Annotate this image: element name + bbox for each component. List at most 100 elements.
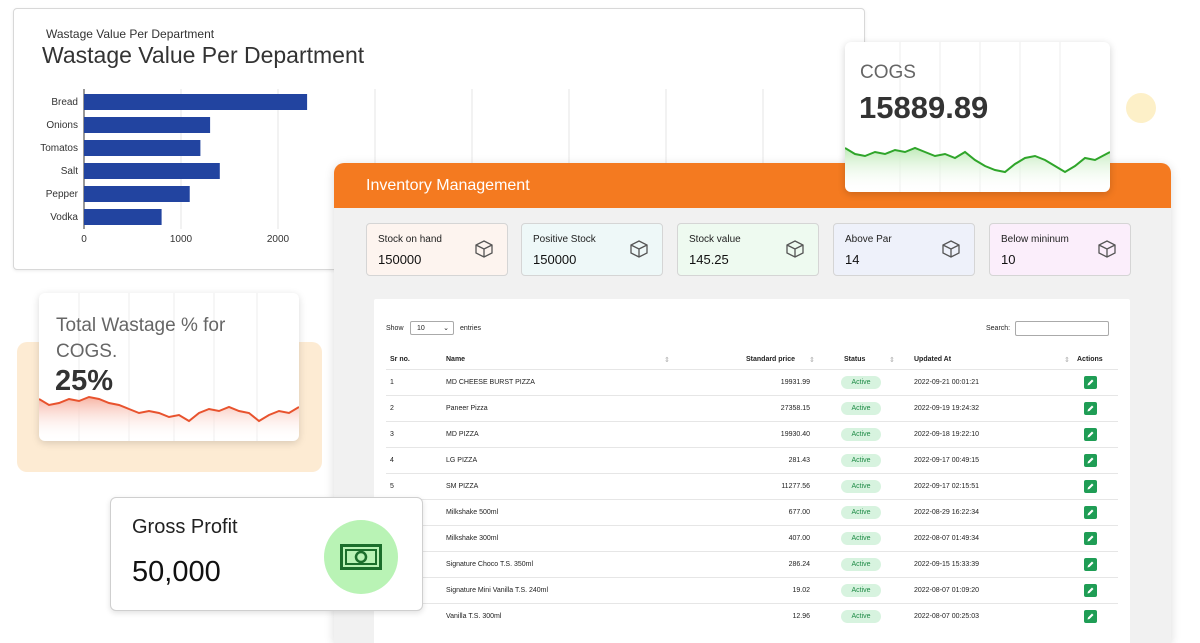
category-label: Onions — [46, 120, 78, 131]
chevron-down-icon: ⌄ — [443, 325, 449, 332]
table-row: 4 LG PIZZA 281.43 Active 2022-09-17 00:49:15 — [386, 447, 1118, 473]
table-row: 5 SM PIZZA 11277.56 Active 2022-09-17 02:15:… — [386, 473, 1118, 499]
edit-icon[interactable] — [1084, 402, 1097, 415]
edit-icon[interactable] — [1084, 532, 1097, 545]
stat-card: Stock value 145.25 — [677, 223, 819, 276]
column-header[interactable]: Standard price — [746, 356, 796, 363]
column-header[interactable]: Actions — [1077, 356, 1103, 363]
updated-cell: 2022-09-18 19:22:10 — [914, 431, 979, 438]
status-badge: Active — [841, 610, 881, 623]
entries-label: entries — [460, 325, 482, 332]
sort-icon[interactable]: ⇕ — [889, 357, 895, 364]
edit-icon[interactable] — [1084, 610, 1097, 623]
table-row: Vanilla T.S. 300ml 12.96 Active 2022-08-07 … — [386, 603, 1118, 629]
sr-cell: 3 — [390, 431, 394, 438]
bar-onions — [84, 117, 211, 133]
name-cell: Signature Mini Vanilla T.S. 240ml — [446, 587, 549, 594]
stat-value: 14 — [845, 252, 860, 267]
updated-cell: 2022-08-07 01:49:34 — [914, 535, 979, 542]
money-icon — [324, 520, 398, 594]
x-tick-label: 2000 — [267, 234, 290, 245]
search-input[interactable] — [1015, 321, 1109, 336]
sort-icon[interactable]: ⇕ — [1064, 357, 1070, 364]
cogs-value: 15889.89 — [859, 90, 989, 125]
table-row: 1 MD CHEESE BURST PIZZA 19931.99 Active 2022… — [386, 369, 1118, 395]
sr-cell: 2 — [390, 405, 394, 412]
gross-profit-card: Gross Profit 50,000 — [110, 497, 423, 611]
bar-tomatos — [84, 140, 201, 156]
entries-select-value: 10 — [417, 325, 425, 332]
price-cell: 677.00 — [788, 509, 810, 516]
cogs-label: COGS — [860, 62, 916, 83]
updated-cell: 2022-09-15 15:33:39 — [914, 561, 979, 568]
sr-cell: 1 — [390, 379, 394, 386]
sort-icon[interactable]: ⇕ — [809, 357, 815, 364]
updated-cell: 2022-09-21 00:01:21 — [914, 379, 979, 386]
edit-icon[interactable] — [1084, 480, 1097, 493]
price-cell: 27358.15 — [780, 405, 810, 412]
category-label: Salt — [61, 166, 78, 177]
stat-label: Above Par — [845, 234, 892, 245]
name-cell: LG PIZZA — [446, 457, 478, 464]
column-header[interactable]: Status — [844, 356, 866, 363]
gross-profit-value: 50,000 — [132, 556, 221, 588]
price-cell: 19930.40 — [780, 431, 810, 438]
stat-value: 150000 — [378, 252, 422, 267]
wastage-title: Wastage Value Per Department — [42, 42, 365, 68]
total-wastage-card: Total Wastage % for COGS. 25% — [39, 293, 299, 441]
inventory-panel: Inventory Management Stock on hand 150000… — [334, 163, 1171, 643]
name-cell: Paneer Pizza — [446, 405, 488, 412]
box-icon — [786, 240, 804, 258]
column-header[interactable]: Sr no. — [390, 356, 410, 363]
show-label: Show — [386, 325, 404, 332]
stat-value: 145.25 — [689, 252, 729, 267]
price-cell: 19931.99 — [780, 379, 810, 386]
name-cell: Milkshake 500ml — [446, 509, 499, 516]
x-tick-label: 1000 — [170, 234, 193, 245]
stat-label: Stock on hand — [378, 234, 442, 245]
total-wastage-sparkline — [39, 293, 299, 441]
name-cell: SM PIZZA — [446, 483, 479, 490]
bar-pepper — [84, 186, 190, 202]
column-header[interactable]: Name — [446, 356, 466, 363]
price-cell: 281.43 — [788, 457, 810, 464]
total-wastage-label: Total Wastage % for COGS. — [56, 315, 226, 362]
edit-icon[interactable] — [1084, 454, 1097, 467]
price-cell: 11277.56 — [781, 483, 810, 490]
status-badge: Active — [841, 532, 881, 545]
name-cell: Vanilla T.S. 300ml — [446, 613, 502, 620]
edit-icon[interactable] — [1084, 376, 1097, 389]
updated-cell: 2022-09-17 02:15:51 — [914, 483, 979, 490]
status-badge: Active — [841, 506, 881, 519]
wastage-small-title: Wastage Value Per Department — [46, 27, 215, 41]
edit-icon[interactable] — [1084, 558, 1097, 571]
bar-salt — [84, 163, 220, 179]
status-badge: Active — [841, 584, 881, 597]
name-cell: Milkshake 300ml — [446, 535, 499, 542]
stat-label: Below mininum — [1001, 234, 1069, 245]
sr-cell: 5 — [390, 483, 394, 490]
price-cell: 407.00 — [788, 535, 810, 542]
x-tick-label: 0 — [81, 234, 87, 245]
updated-cell: 2022-09-17 00:49:15 — [914, 457, 979, 464]
bar-vodka — [84, 209, 162, 225]
stat-value: 150000 — [533, 252, 577, 267]
edit-icon[interactable] — [1084, 584, 1097, 597]
edit-icon[interactable] — [1084, 506, 1097, 519]
cogs-card: COGS 15889.89 — [845, 42, 1110, 192]
updated-cell: 2022-08-07 01:09:20 — [914, 587, 979, 594]
table-row: 3 MD PIZZA 19930.40 Active 2022-09-18 19:22:… — [386, 421, 1118, 447]
column-header[interactable]: Updated At — [914, 356, 952, 363]
decorative-dot — [1126, 93, 1156, 123]
table-row: Signature Choco T.S. 350ml 286.24 Active 20… — [386, 551, 1118, 577]
table-row: 2 Paneer Pizza 27358.15 Active 2022-09-19 19… — [386, 395, 1118, 421]
status-badge: Active — [841, 454, 881, 467]
edit-icon[interactable] — [1084, 428, 1097, 441]
category-label: Vodka — [50, 212, 78, 223]
sort-icon[interactable]: ⇕ — [664, 357, 670, 364]
stat-card: Below mininum 10 — [989, 223, 1131, 276]
entries-select[interactable]: 10 ⌄ — [410, 321, 454, 335]
box-icon — [1098, 240, 1116, 258]
gross-profit-label: Gross Profit — [132, 516, 238, 538]
